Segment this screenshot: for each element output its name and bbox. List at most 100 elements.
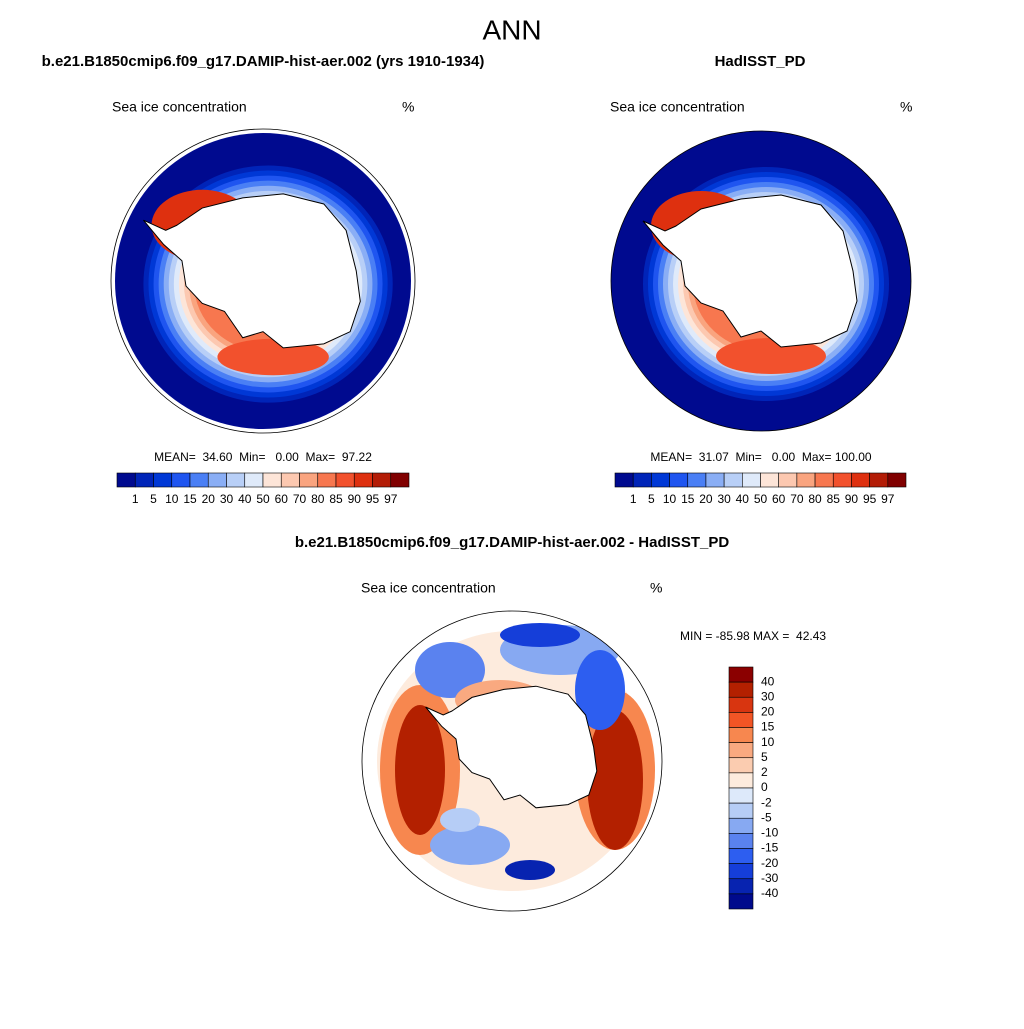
colorbar-box [728,757,754,774]
colorbar-label: 5 [761,750,768,764]
colorbar-label: 5 [648,492,655,506]
colorbar-label: 40 [238,492,252,506]
colorbar-label: -20 [761,856,779,870]
colorbar-box [153,472,173,488]
colorbar-box [728,787,754,804]
colorbar-label: 20 [761,705,775,719]
colorbar-box [796,472,816,488]
panel-title: HadISST_PD [715,53,806,70]
colorbar-label: 95 [366,492,380,506]
colorbar-label: 30 [717,492,731,506]
colorbar-label: 30 [220,492,234,506]
colorbar-label: 10 [663,492,677,506]
colorbar-box [728,802,754,819]
colorbar-label: 85 [329,492,343,506]
colorbar-box [651,472,670,488]
colorbar-label: 60 [275,492,289,506]
colorbar-box [614,472,634,488]
colorbar-box [832,472,852,488]
colorbar-box [171,472,191,488]
colorbar-label: -5 [761,810,772,824]
colorbar-box [226,472,246,488]
colorbar-box [723,472,743,488]
colorbar-label: 5 [150,492,157,506]
colorbar-box [728,712,754,728]
colorbar-box [632,472,652,488]
colorbar-label: 40 [761,674,775,688]
colorbar-box [317,472,337,488]
variable-label: Sea ice concentration [361,580,496,596]
ice-high [217,338,329,376]
colorbar-box [728,817,754,834]
stats: MEAN= 31.07 Min= 0.00 Max= 100.00 [650,450,871,464]
colorbar-box [869,472,889,488]
colorbar-label: 10 [761,735,775,749]
colorbar-label: 95 [863,492,877,506]
colorbar-box [814,472,834,488]
colorbar-label: -30 [761,871,779,885]
colorbar-label: -40 [761,886,779,900]
map [115,133,411,429]
colorbar-label: 30 [761,689,775,703]
colorbar-box [728,863,754,880]
colorbar-label: 1 [132,492,139,506]
colorbar-box [299,472,319,488]
map-border [110,128,416,434]
colorbar-label: 60 [772,492,786,506]
colorbar-box [760,472,779,488]
colorbar-box [372,472,392,488]
variable-label: Sea ice concentration [610,99,745,115]
colorbar-box [728,772,754,789]
colorbar-box [728,696,754,713]
colorbar-box [244,472,264,488]
ice-high [716,338,826,374]
colorbar-label: -15 [761,841,779,855]
map-border [361,610,663,912]
colorbar-box [887,472,907,488]
colorbar-label: 70 [293,492,307,506]
colorbar-box [353,472,373,488]
colorbar-box [851,472,870,488]
colorbar-label: 0 [761,780,768,794]
colorbar-box [728,666,754,683]
anomaly [415,642,485,698]
panel-title: b.e21.B1850cmip6.f09_g17.DAMIP-hist-aer.… [42,53,485,70]
colorbar-box [728,681,754,698]
continent [143,193,361,349]
anomaly [430,825,510,865]
stats: MIN = -85.98 MAX = 42.43 [680,629,826,643]
colorbar-box [728,742,754,759]
colorbar-label: 97 [881,492,895,506]
colorbar-label: -10 [761,826,779,840]
colorbar-box [728,848,754,864]
colorbar-box [728,833,754,849]
units-label: % [900,99,912,115]
colorbar-box [728,727,754,743]
colorbar-label: 80 [808,492,822,506]
colorbar-label: 15 [681,492,695,506]
colorbar-box [390,472,410,488]
colorbar-box [778,472,798,488]
variable-label: Sea ice concentration [112,99,247,115]
colorbar-label: 90 [348,492,362,506]
colorbar-box [207,472,227,488]
anomaly [587,710,643,850]
colorbar-label: 20 [202,492,216,506]
panel-title: b.e21.B1850cmip6.f09_g17.DAMIP-hist-aer.… [295,534,730,551]
colorbar-box [280,472,300,488]
figure-title: ANN [482,14,541,45]
colorbar-box [669,472,689,488]
map [377,623,655,891]
colorbar-label: 85 [827,492,841,506]
units-label: % [650,580,662,596]
colorbar-label: 80 [311,492,325,506]
colorbar-label: 50 [754,492,768,506]
anomaly [505,860,555,880]
colorbar-label: 40 [736,492,750,506]
colorbar-label: 90 [845,492,859,506]
colorbar-box [116,472,136,488]
colorbar-box [189,472,209,488]
colorbar-box [742,472,761,488]
anomaly [440,808,480,832]
